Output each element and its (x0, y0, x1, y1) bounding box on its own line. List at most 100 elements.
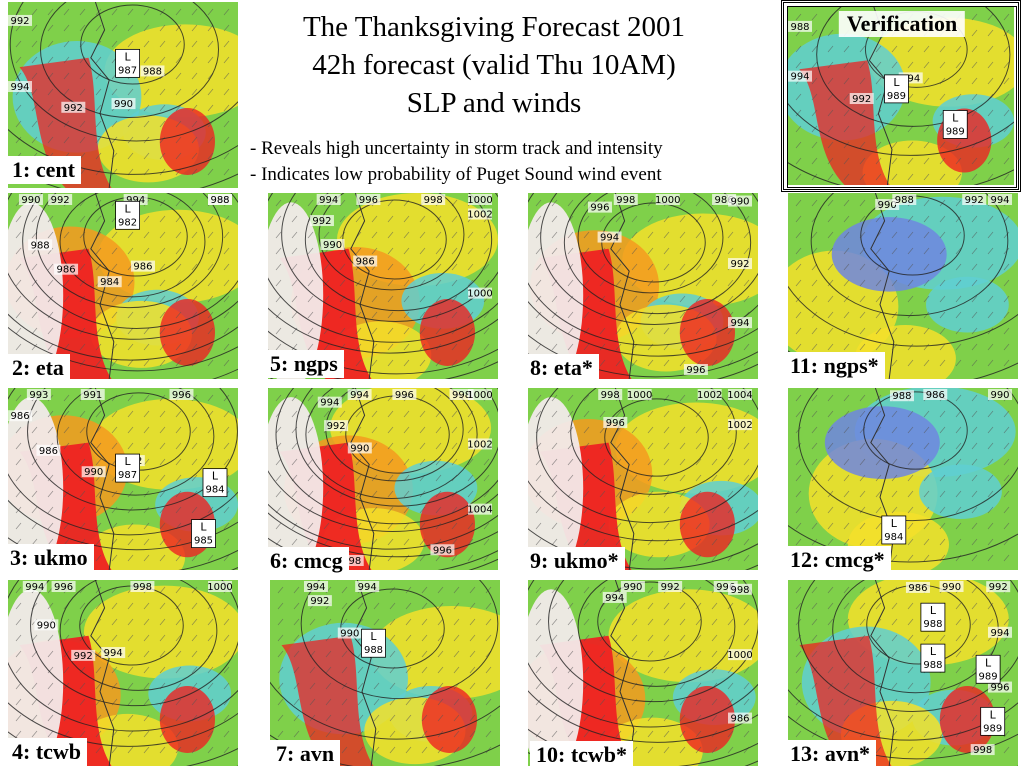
isobar-label-bg (81, 466, 106, 478)
isobar-label: 990 (942, 582, 961, 593)
isobar-label-bg (208, 194, 232, 205)
isobar-label: 988 (210, 195, 229, 206)
isobar-label-bg (8, 410, 33, 422)
low-letter: L (990, 708, 997, 721)
isobar-label-bg (620, 581, 645, 592)
verification-map: 994 992 994 988 L 989 L 989 Verification (787, 6, 1017, 188)
isobar-label-bg (627, 389, 652, 400)
isobar-line (8, 702, 238, 747)
isobar-label: 994 (104, 648, 123, 659)
isobar-label-bg (988, 389, 1012, 400)
forecast-map: 988 986 990 L 984 (788, 388, 1018, 570)
isobar-line (8, 326, 238, 372)
isobar-line (863, 391, 968, 470)
bullet-item: - Indicates low probability of Puget Sou… (250, 164, 662, 185)
isobar-line (59, 580, 218, 691)
isobar-line (810, 193, 1009, 317)
isobar-label: 994 (25, 582, 44, 593)
isobar-label-bg (468, 194, 492, 205)
isobar-label: 992 (51, 195, 70, 206)
forecast-panel: 990 992 994 994 996 998 1000 1002 1004 996 998 (268, 388, 498, 570)
isobar-label: 994 (10, 82, 29, 93)
isobar-label: 992 (852, 94, 871, 105)
low-pressure-marker: L 988 (361, 628, 386, 658)
isobar-label-bg (712, 194, 737, 205)
isobar-label: 990 (730, 197, 749, 208)
isobar-line (268, 388, 498, 532)
isobar-line (35, 193, 224, 309)
isobar-label: 986 (730, 714, 749, 725)
isobar-label: 996 (590, 203, 609, 214)
isobar-line (275, 388, 498, 525)
isobar-label: 996 (686, 365, 705, 376)
low-value: 988 (923, 660, 942, 671)
isobar-line (304, 193, 493, 312)
forecast-map: 986 990 992 994 996 998 1000 1002 1000 (268, 193, 498, 379)
isobar-line (528, 480, 758, 542)
isobar-label: 998 (342, 556, 361, 567)
isobar-line (30, 580, 238, 707)
isobar-label: 1000 (467, 195, 492, 206)
isobar-line (268, 330, 498, 375)
isobar-label-bg (728, 649, 752, 661)
strong-wind-band (419, 299, 475, 366)
isobar-label-bg (347, 389, 372, 400)
isobar-line (570, 388, 737, 495)
low-letter: L (930, 604, 937, 617)
isobar-line (528, 334, 758, 378)
isobar-label-bg (788, 20, 812, 32)
panel-label: 7: avn (270, 740, 341, 768)
page-title: The Thanksgiving Forecast 2001 42h forec… (244, 8, 744, 122)
isobar-label: 990 (37, 620, 56, 631)
low-pressure-marker: L 989 (980, 706, 1006, 736)
isobar-label-bg (140, 65, 165, 77)
isobar-label: 988 (143, 66, 162, 77)
isobar-label-bg (101, 647, 126, 659)
isobar-label: 990 (623, 582, 642, 593)
isobar-line (295, 388, 498, 507)
isobar-label: 1000 (627, 390, 652, 401)
isobar-line (8, 128, 238, 175)
isobar-label: 986 (356, 257, 375, 268)
bullet-list: - Reveals high uncertainty in storm trac… (250, 136, 770, 188)
strong-wind-band (419, 491, 475, 558)
forecast-panel: 992990986986993991996L987L984L985 (8, 388, 238, 570)
isobar-label-bg (613, 194, 638, 205)
isobar-line (8, 580, 238, 732)
isobar-line (8, 499, 238, 551)
calm-wind-region (8, 397, 64, 570)
isobar-label-bg (51, 581, 76, 592)
isobar-label-bg (356, 194, 381, 205)
isobar-label-bg (34, 619, 59, 631)
isobar-line (305, 388, 478, 499)
forecast-map: 988 990 992 994 992 L 987 (8, 2, 238, 188)
isobar-label: 992 (989, 582, 1008, 593)
wind-shading (83, 524, 186, 570)
forecast-map: 996 998 1000 1002 1004 1002 (528, 388, 758, 570)
isobar-label: 994 (358, 582, 377, 593)
isobar-line (268, 193, 498, 343)
low-value: 988 (923, 619, 942, 630)
low-value: 987 (118, 65, 137, 76)
isobar-label: 996 (606, 418, 625, 429)
isobar-label-bg (54, 263, 79, 275)
isobar-label-bg (728, 583, 752, 595)
isobar-label: 992 (310, 596, 329, 607)
forecast-map: 990 992 994 994 L 988 (270, 580, 500, 766)
isobar-line (788, 524, 1018, 563)
strong-wind-band (159, 299, 215, 366)
isobar-line (300, 580, 499, 700)
isobar-label: 994 (901, 73, 920, 84)
isobar-line (563, 193, 752, 315)
isobar-label: 990 (340, 629, 359, 640)
isobar-label-bg (317, 396, 342, 408)
isobar-label: 996 (716, 582, 735, 593)
wind-shading (926, 276, 1009, 333)
isobar-line (9, 2, 238, 142)
low-pressure-marker: L 988 (920, 643, 946, 673)
isobar-label-bg (26, 389, 51, 400)
isobar-label: 994 (320, 398, 339, 409)
low-letter: L (930, 645, 937, 658)
isobar-line (8, 313, 238, 361)
isobar-label: 996 (395, 390, 414, 401)
